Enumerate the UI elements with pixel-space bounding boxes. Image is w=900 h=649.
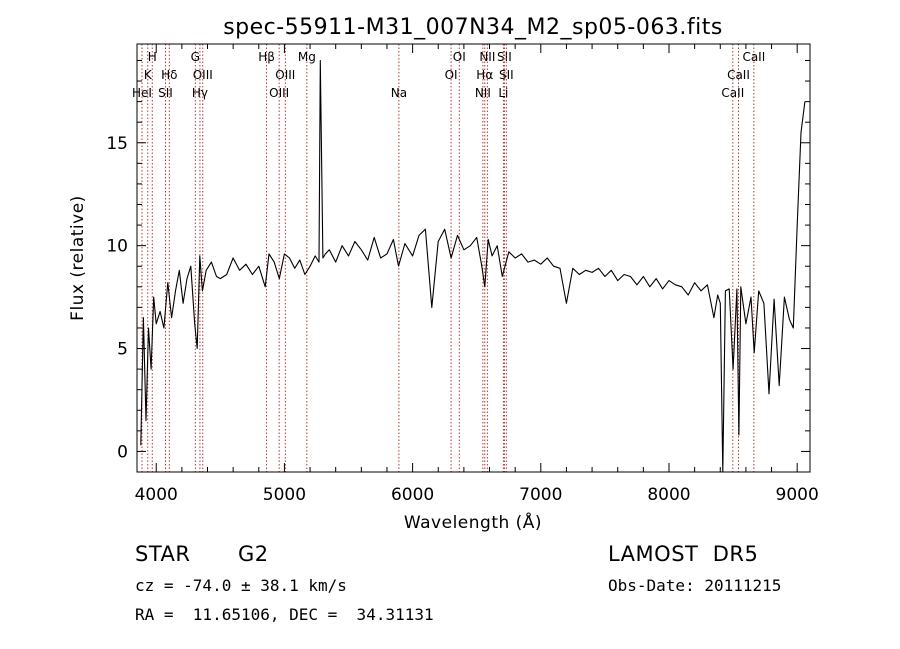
spectral-line-label: SII bbox=[497, 50, 512, 64]
spectral-line-label: K bbox=[144, 68, 153, 82]
x-axis-label: Wavelength (Å) bbox=[404, 511, 542, 533]
x-tick-label: 9000 bbox=[776, 485, 819, 505]
spectral-line-label: OIII bbox=[275, 68, 295, 82]
x-tick-label: 8000 bbox=[647, 485, 690, 505]
axes: 4000 5000 6000 7000 8000 9000 0 5 10 15 bbox=[106, 44, 819, 505]
spectral-line-label: Hα bbox=[476, 68, 493, 82]
spectral-line-label: H bbox=[148, 50, 157, 64]
spectral-line-label: Hδ bbox=[161, 68, 177, 82]
y-tick-label: 10 bbox=[106, 237, 128, 257]
coordinates: RA = 11.65106, DEC = 34.31131 bbox=[135, 605, 434, 624]
spectral-line-label: OI bbox=[453, 50, 466, 64]
spectral-line-label: NII bbox=[479, 50, 495, 64]
survey-name: LAMOST DR5 bbox=[608, 542, 759, 566]
object-subclass: G2 bbox=[238, 542, 269, 566]
redshift-text: cz = -74.0 ± 38.1 km/s bbox=[135, 576, 347, 595]
spectral-line-label: CaII bbox=[742, 50, 765, 64]
spectral-line-label: CaII bbox=[727, 68, 750, 82]
x-tick-label: 7000 bbox=[519, 485, 562, 505]
x-tick-label: 6000 bbox=[391, 485, 434, 505]
spectral-line-label: Mg bbox=[298, 50, 316, 64]
spectral-line-label: CaII bbox=[721, 86, 744, 100]
spectral-line-label: Hβ bbox=[258, 50, 275, 64]
x-tick-label: 4000 bbox=[135, 485, 178, 505]
y-tick-label: 15 bbox=[106, 134, 128, 154]
spectral-line-label: Hγ bbox=[192, 86, 208, 100]
spectral-line-label: Li bbox=[498, 86, 508, 100]
spectral-line-label: OIII bbox=[193, 68, 213, 82]
spectral-line-label: SII bbox=[158, 86, 173, 100]
spectral-line-label: HeI bbox=[132, 86, 152, 100]
spectral-line-label: OI bbox=[445, 68, 458, 82]
spectral-line-label: OIII bbox=[269, 86, 289, 100]
y-tick-label: 5 bbox=[117, 340, 128, 360]
spectral-line-label: SII bbox=[499, 68, 514, 82]
spectral-line-label: NII bbox=[475, 86, 491, 100]
series-layer bbox=[140, 59, 806, 473]
chart-title: spec-55911-M31_007N34_M2_sp05-063.fits bbox=[223, 15, 723, 40]
spectral-line-markers: HKHeIHδSIIGOIIIHγHβOIIIOIIIMgNaOIOINIIHα… bbox=[132, 44, 765, 472]
y-axis-label: Flux (relative) bbox=[68, 195, 88, 321]
y-tick-label: 0 bbox=[117, 442, 128, 462]
plot-frame bbox=[136, 43, 811, 473]
x-tick-label: 5000 bbox=[263, 485, 306, 505]
series-line-flux bbox=[140, 59, 806, 473]
object-type: STAR bbox=[135, 542, 191, 566]
obs-date: Obs-Date: 20111215 bbox=[608, 576, 782, 595]
spectral-line-label: Na bbox=[391, 86, 407, 100]
spectral-line-label: G bbox=[191, 50, 200, 64]
